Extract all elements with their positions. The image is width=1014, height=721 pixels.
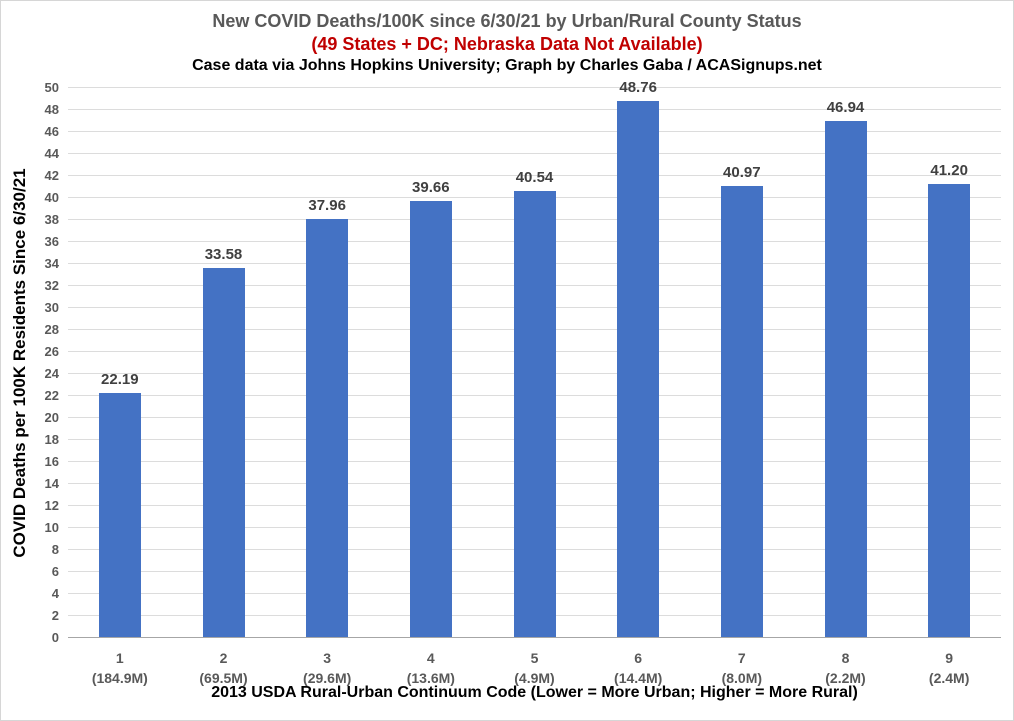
category-label: 2 (69.5M) xyxy=(172,648,276,688)
plot-area: 22.19 33.58 37.96 39.66 40.54 48.76 40.97 46.94… xyxy=(68,79,1001,638)
bar-value-label: 46.94 xyxy=(826,98,865,116)
y-axis-tick-label: 24 xyxy=(44,366,59,381)
y-axis-tick-label: 26 xyxy=(44,344,59,359)
chart-title: New COVID Deaths/100K since 6/30/21 by U… xyxy=(212,11,802,31)
category-code: 7 xyxy=(737,650,746,666)
y-axis-tick-label: 48 xyxy=(44,102,59,117)
category-code: 3 xyxy=(323,650,332,666)
gridline xyxy=(68,175,1001,176)
bar-ruc-code-3 xyxy=(306,219,349,637)
bar-value-label: 33.58 xyxy=(204,245,243,263)
category-label: 3 (29.6M) xyxy=(275,648,379,688)
category-population: (14.4M) xyxy=(614,670,663,686)
y-axis-tick-label: 50 xyxy=(44,80,59,95)
gridline xyxy=(68,131,1001,132)
y-axis-tick-label: 4 xyxy=(51,586,59,601)
bar-value-label: 37.96 xyxy=(308,197,346,215)
category-label: 9 (2.4M) xyxy=(897,648,1001,688)
x-axis-line xyxy=(68,637,1001,638)
category-population: (69.5M) xyxy=(199,670,248,686)
y-axis-tick-label: 2 xyxy=(51,608,59,623)
category-code: 9 xyxy=(945,650,954,666)
y-axis-tick-label: 46 xyxy=(44,124,59,139)
y-axis-tick-label: 38 xyxy=(44,212,59,227)
gridline xyxy=(68,109,1001,110)
y-axis-tick-label: 10 xyxy=(44,520,59,535)
bar-ruc-code-2 xyxy=(202,267,245,637)
category-label: 5 (4.9M) xyxy=(483,648,587,688)
y-axis-tick-label: 16 xyxy=(44,454,59,469)
bar-ruc-code-4 xyxy=(409,200,452,637)
category-population: (2.2M) xyxy=(825,670,866,686)
y-axis-tick-label: 8 xyxy=(51,542,59,557)
y-axis-tick-label: 34 xyxy=(44,256,59,271)
y-axis-tick-label: 14 xyxy=(44,476,59,491)
category-code: 2 xyxy=(219,650,228,666)
y-axis-tick-label: 30 xyxy=(44,300,59,315)
bar-ruc-code-7 xyxy=(720,186,763,637)
category-label: 8 (2.2M) xyxy=(794,648,898,688)
chart-subtitle-note: (49 States + DC; Nebraska Data Not Avail… xyxy=(311,34,703,54)
y-axis-tick-label: 36 xyxy=(44,234,59,249)
category-label: 4 (13.6M) xyxy=(379,648,483,688)
y-axis-tick-label: 40 xyxy=(44,190,59,205)
category-code: 5 xyxy=(530,650,539,666)
bar-value-label: 40.97 xyxy=(723,164,761,182)
y-axis-tick-label: 20 xyxy=(44,410,59,425)
category-population: (2.4M) xyxy=(928,670,970,686)
y-axis-tick-label: 42 xyxy=(44,168,59,183)
y-axis-tick-label: 44 xyxy=(44,146,59,161)
category-code: 4 xyxy=(426,650,435,666)
bar-value-label: 22.19 xyxy=(101,370,139,388)
category-population: (184.9M) xyxy=(91,670,148,686)
bar-ruc-code-6 xyxy=(617,100,660,637)
bar-ruc-code-5 xyxy=(513,191,556,637)
x-axis-title: 2013 USDA Rural-Urban Continuum Code (Lo… xyxy=(211,684,858,701)
category-population: (8.0M) xyxy=(721,670,763,686)
y-axis-tick-label: 32 xyxy=(44,278,59,293)
category-code: 1 xyxy=(115,650,124,666)
bar-value-label: 39.66 xyxy=(412,178,450,196)
category-label: 6 (14.4M) xyxy=(586,648,690,688)
y-axis-tick-label: 18 xyxy=(44,432,59,447)
category-population: (29.6M) xyxy=(303,670,352,686)
bar-ruc-code-8 xyxy=(824,120,867,637)
bar-value-label: 40.54 xyxy=(515,169,554,187)
category-label: 7 (8.0M) xyxy=(690,648,794,688)
category-population: (13.6M) xyxy=(406,670,455,686)
gridline xyxy=(68,87,1001,88)
gridline xyxy=(68,153,1001,154)
category-code: 8 xyxy=(841,650,850,666)
y-axis-tick-label: 6 xyxy=(51,564,59,579)
bar-value-label: 41.20 xyxy=(930,161,968,179)
bar-value-label: 48.76 xyxy=(619,78,657,96)
category-code: 6 xyxy=(634,650,643,666)
bar-ruc-code-1 xyxy=(98,392,141,637)
bar-ruc-code-9 xyxy=(928,183,971,637)
y-axis-tick-label: 12 xyxy=(44,498,59,513)
category-label: 1 (184.9M) xyxy=(68,648,172,688)
y-axis-tick-label: 0 xyxy=(51,630,59,645)
y-axis-tick-label: 22 xyxy=(44,388,59,403)
category-population: (4.9M) xyxy=(514,670,555,686)
y-axis-tick-label: 28 xyxy=(44,322,59,337)
chart-credit-line: Case data via Johns Hopkins University; … xyxy=(192,57,822,74)
